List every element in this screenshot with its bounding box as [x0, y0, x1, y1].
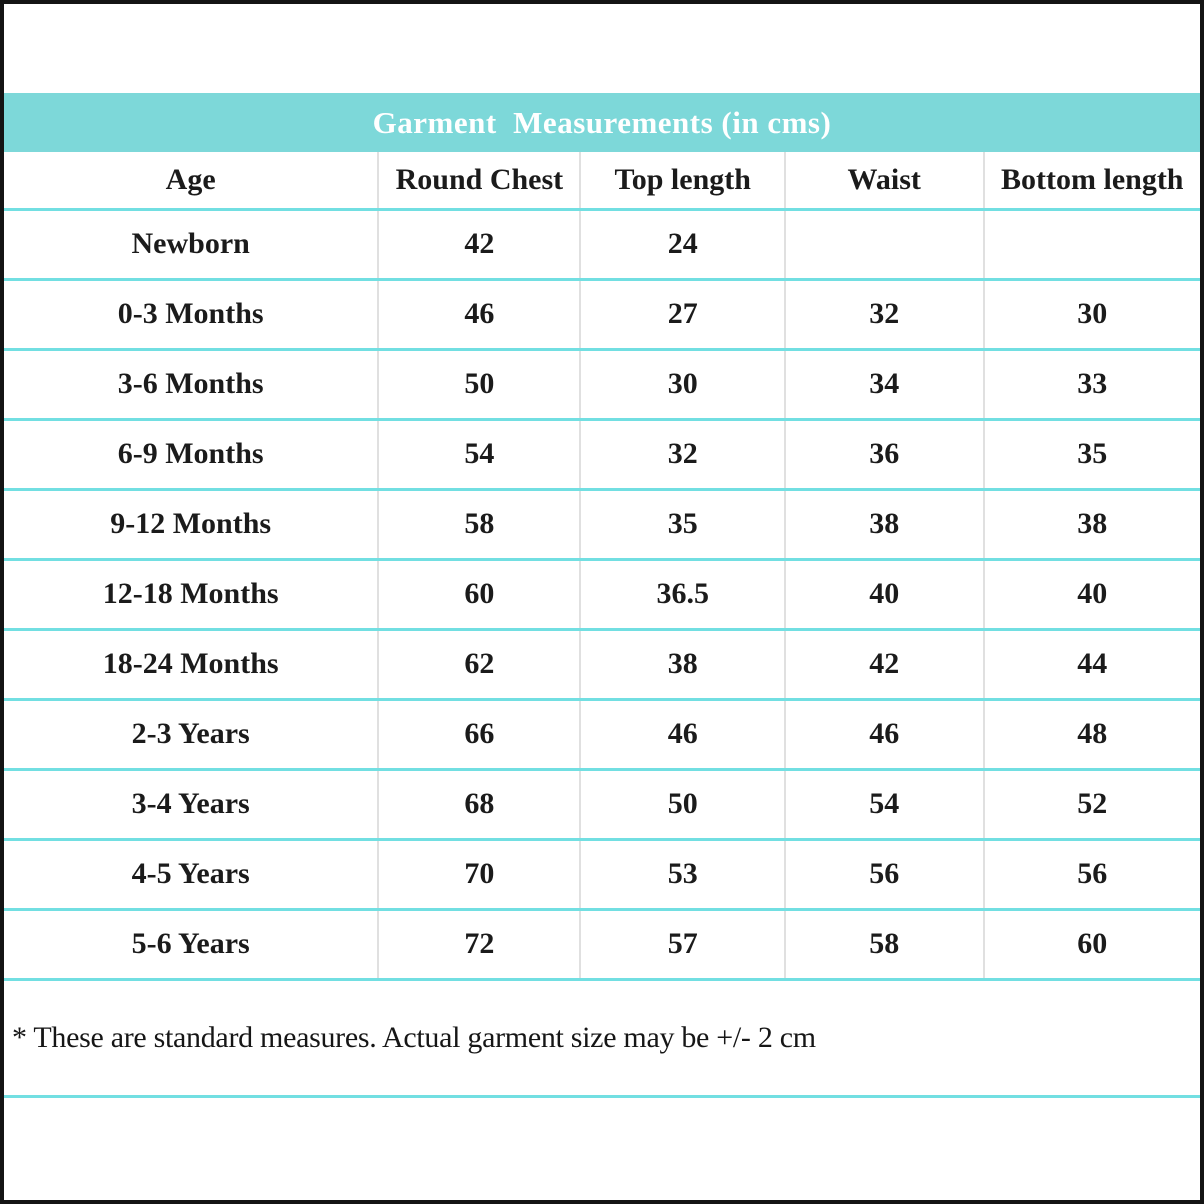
age-cell: 5-6 Years: [4, 909, 380, 981]
table-cell: 54: [784, 769, 985, 841]
table-row: 5-6 Years 72 57 58 60: [4, 909, 1200, 981]
table-cell: 44: [983, 629, 1200, 701]
table-cell: 66: [378, 699, 582, 771]
age-cell: 6-9 Months: [4, 419, 380, 491]
table-row: 3-6 Months 50 30 34 33: [4, 349, 1200, 421]
header-row: Age Round Chest Top length Waist Bottom …: [4, 152, 1200, 211]
age-cell: 0-3 Months: [4, 279, 380, 351]
table-cell: 35: [580, 489, 786, 561]
table-cell: 35: [983, 419, 1200, 491]
column-header-age: Age: [4, 152, 380, 211]
age-cell: 4-5 Years: [4, 839, 380, 911]
table-cell: [784, 209, 985, 281]
table-cell: 27: [580, 279, 786, 351]
table-cell: 38: [784, 489, 985, 561]
table-cell: 38: [983, 489, 1200, 561]
table-cell: 50: [580, 769, 786, 841]
table-cell: 32: [784, 279, 985, 351]
table-cell: 38: [580, 629, 786, 701]
table-row: 18-24 Months 62 38 42 44: [4, 629, 1200, 701]
table-cell: 32: [580, 419, 786, 491]
table-cell: 46: [580, 699, 786, 771]
age-cell: 9-12 Months: [4, 489, 380, 561]
table-cell: 34: [784, 349, 985, 421]
table-cell: 58: [784, 909, 985, 981]
table-cell: [983, 209, 1200, 281]
age-cell: 18-24 Months: [4, 629, 380, 701]
age-cell: Newborn: [4, 209, 380, 281]
table-cell: 60: [983, 909, 1200, 981]
footnote-text: * These are standard measures. Actual ga…: [12, 1020, 816, 1054]
table-cell: 53: [580, 839, 786, 911]
table-row: 0-3 Months 46 27 32 30: [4, 279, 1200, 351]
table-row: Newborn 42 24: [4, 209, 1200, 281]
age-cell: 3-4 Years: [4, 769, 380, 841]
table-cell: 36.5: [580, 559, 786, 631]
table-cell: 42: [378, 209, 582, 281]
table-cell: 30: [580, 349, 786, 421]
table-row: 2-3 Years 66 46 46 48: [4, 699, 1200, 771]
table-cell: 68: [378, 769, 582, 841]
table-row: 6-9 Months 54 32 36 35: [4, 419, 1200, 491]
table-cell: 60: [378, 559, 582, 631]
table-cell: 36: [784, 419, 985, 491]
measurements-table: Age Round Chest Top length Waist Bottom …: [4, 152, 1200, 981]
top-spacer: [4, 4, 1200, 93]
table-cell: 52: [983, 769, 1200, 841]
table-cell: 33: [983, 349, 1200, 421]
footnote-row: * These are standard measures. Actual ga…: [4, 981, 1200, 1098]
age-cell: 3-6 Months: [4, 349, 380, 421]
table-row: 4-5 Years 70 53 56 56: [4, 839, 1200, 911]
column-header-bottom-length: Bottom length: [983, 152, 1200, 211]
table-cell: 62: [378, 629, 582, 701]
table-cell: 50: [378, 349, 582, 421]
age-cell: 12-18 Months: [4, 559, 380, 631]
table-cell: 46: [784, 699, 985, 771]
table-cell: 48: [983, 699, 1200, 771]
table-row: 9-12 Months 58 35 38 38: [4, 489, 1200, 561]
table-row: 3-4 Years 68 50 54 52: [4, 769, 1200, 841]
table-cell: 40: [983, 559, 1200, 631]
table-cell: 46: [378, 279, 582, 351]
column-header-waist: Waist: [784, 152, 985, 211]
age-cell: 2-3 Years: [4, 699, 380, 771]
table-cell: 58: [378, 489, 582, 561]
table-cell: 30: [983, 279, 1200, 351]
table-cell: 40: [784, 559, 985, 631]
table-cell: 70: [378, 839, 582, 911]
table-cell: 56: [784, 839, 985, 911]
table-cell: 72: [378, 909, 582, 981]
bottom-spacer: [4, 1098, 1200, 1201]
table-row: 12-18 Months 60 36.5 40 40: [4, 559, 1200, 631]
column-header-top-length: Top length: [580, 152, 786, 211]
chart-title: Garment Measurements (in cms): [372, 104, 832, 140]
table-cell: 54: [378, 419, 582, 491]
table-cell: 24: [580, 209, 786, 281]
table-cell: 42: [784, 629, 985, 701]
table-cell: 57: [580, 909, 786, 981]
column-header-round-chest: Round Chest: [378, 152, 582, 211]
title-band: Garment Measurements (in cms): [4, 93, 1200, 152]
table-cell: 56: [983, 839, 1200, 911]
